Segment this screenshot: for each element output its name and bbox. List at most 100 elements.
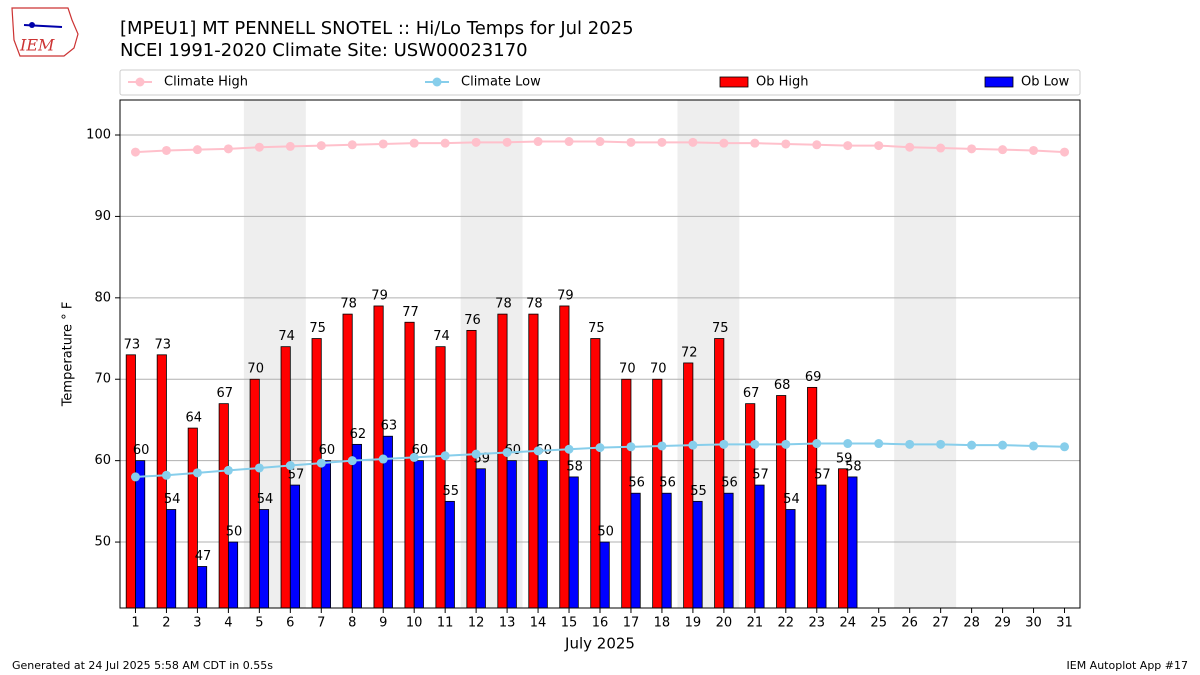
data-label: 60 [133,443,150,458]
bar [413,460,424,609]
bar [838,468,849,609]
data-label: 67 [216,386,233,401]
line-marker [533,446,543,456]
bar [156,354,167,609]
line-marker [595,137,605,147]
x-tick-label: 16 [592,616,609,631]
legend-label: Climate High [164,75,248,90]
data-label: 60 [319,443,336,458]
data-label: 56 [721,476,738,491]
data-label: 67 [743,386,760,401]
bar [166,509,177,609]
line-marker [998,145,1008,155]
footer-left: Generated at 24 Jul 2025 5:58 AM CDT in … [12,659,273,672]
legend-marker [135,77,145,87]
line-marker [223,465,233,475]
line-marker [316,458,326,468]
data-label: 75 [588,321,605,336]
line-marker [688,440,698,450]
x-tick-label: 7 [317,616,325,631]
y-tick-label: 60 [94,453,111,468]
y-axis-label: Temperature ° F [61,302,76,408]
bar [320,460,331,609]
bar [559,305,570,609]
bar [723,492,734,609]
bar [466,329,477,609]
logo-outline [11,7,79,57]
data-label: 76 [464,313,481,328]
bar [692,500,703,609]
line-marker [936,143,946,153]
line-marker [626,442,636,452]
line-marker [812,140,822,150]
x-tick-label: 31 [1056,616,1073,631]
line-marker [471,137,481,147]
legend-label: Climate Low [461,75,541,90]
bar [630,492,641,609]
line-marker [967,144,977,154]
x-tick-label: 4 [224,616,232,631]
y-tick-label: 100 [86,128,111,143]
bar [497,313,508,609]
y-tick-label: 80 [94,290,111,305]
line-marker [502,448,512,458]
bar [351,443,362,609]
bar [847,476,858,609]
chart-subtitle: NCEI 1991-2020 Climate Site: USW00023170 [120,40,528,61]
line-marker [409,138,419,148]
x-tick-label: 29 [994,616,1011,631]
x-tick-label: 14 [530,616,547,631]
x-tick-label: 6 [286,616,294,631]
data-label: 56 [628,476,645,491]
x-tick-label: 11 [437,616,454,631]
bar [227,541,239,609]
x-tick-label: 18 [654,616,671,631]
data-label: 72 [681,345,698,360]
bar [444,500,455,609]
bar [816,484,827,609]
data-label: 54 [257,492,274,507]
data-label: 79 [557,288,574,303]
data-label: 63 [381,419,398,434]
line-marker [719,138,729,148]
legend-label: Ob Low [1021,75,1070,90]
x-tick-label: 28 [963,616,980,631]
bar [289,484,301,609]
line-marker [254,463,264,473]
line-marker [874,439,884,449]
line-marker [812,439,822,449]
data-label: 77 [402,305,419,320]
data-label: 69 [805,370,822,385]
x-tick-label: 19 [685,616,702,631]
bar [537,460,548,609]
x-tick-label: 2 [162,616,170,631]
x-tick-label: 22 [778,616,795,631]
line-marker [564,444,574,454]
line-marker [657,137,667,147]
data-label: 57 [752,468,769,483]
data-label: 73 [124,337,141,352]
bar [135,460,146,609]
bar [621,378,632,609]
line-marker [874,141,884,151]
bar [258,509,270,609]
x-tick-label: 15 [561,616,578,631]
line-marker [378,454,388,464]
data-label: 58 [566,459,583,474]
legend-box [119,69,1081,96]
data-label: 55 [443,484,460,499]
legend-marker [432,77,442,87]
bar [661,492,672,609]
data-label: 56 [659,476,676,491]
legend-swatch [719,76,749,88]
x-tick-label: 20 [716,616,733,631]
line-marker [471,449,481,459]
data-label: 79 [371,288,388,303]
data-label: 78 [340,297,357,312]
line-marker [781,439,791,449]
line-marker [564,137,574,147]
x-tick-label: 3 [193,616,201,631]
x-tick-label: 10 [406,616,423,631]
x-tick-label: 24 [839,616,856,631]
data-label: 73 [155,337,172,352]
